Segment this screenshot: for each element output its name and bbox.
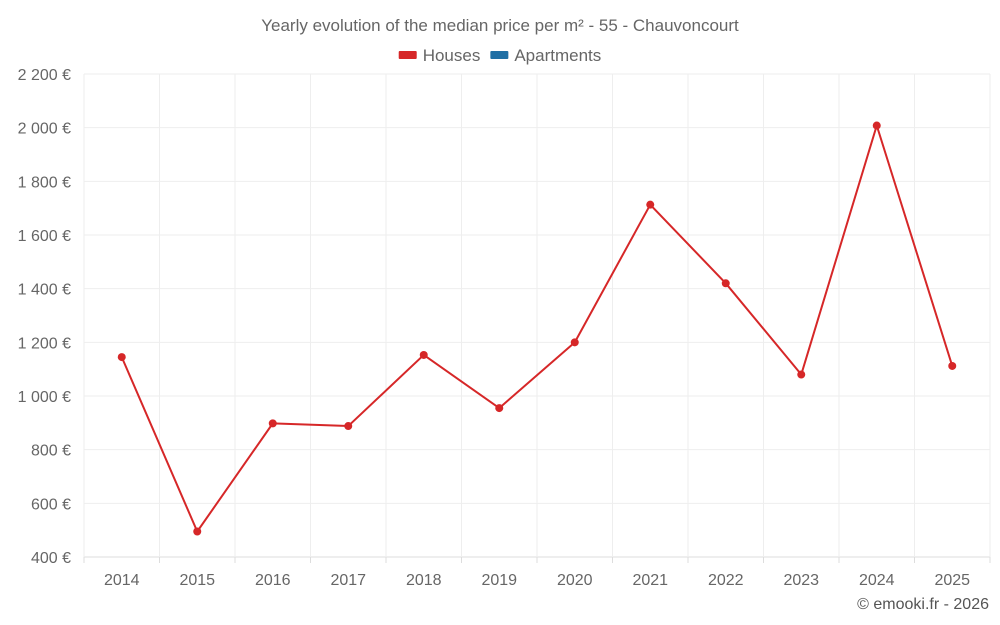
data-point[interactable] [117,353,126,362]
y-tick-label: 2 000 € [18,121,71,138]
data-point[interactable] [344,422,353,431]
x-axis: 2014 2015 2016 2017 2018 2019 2020 2021 2022 2023… [104,572,970,589]
x-tick-label: 2020 [557,572,593,589]
y-tick-label: 1 800 € [18,174,71,191]
x-tick-label: 2023 [783,572,819,589]
y-axis: 400 € 600 € 800 € 1 000 € 1 200 € 1 400 € 1 60… [18,67,71,567]
legend-label: Apartments [514,46,601,65]
data-point[interactable] [721,279,730,288]
x-tick-label: 2019 [481,572,517,589]
legend: Houses Apartments [398,46,601,65]
data-point[interactable] [570,338,579,347]
series-layer [117,121,957,536]
x-tick-label: 2014 [104,572,140,589]
data-point[interactable] [797,370,806,379]
y-tick-label: 2 200 € [18,67,71,84]
legend-swatch [490,51,509,59]
legend-item[interactable]: Houses [398,46,481,65]
y-tick-label: 400 € [31,550,71,567]
x-tick-label: 2021 [632,572,668,589]
y-tick-label: 800 € [31,443,71,460]
y-tick-label: 1 000 € [18,389,71,406]
x-tick-label: 2024 [859,572,895,589]
data-point[interactable] [193,527,202,536]
y-tick-label: 1 200 € [18,335,71,352]
chart-title: Yearly evolution of the median price per… [261,16,739,35]
data-point[interactable] [646,200,655,209]
data-point[interactable] [268,419,277,428]
credit-text: © emooki.fr - 2026 [857,596,989,613]
x-tick-label: 2018 [406,572,442,589]
grid [83,73,991,563]
legend-item[interactable]: Apartments [490,46,601,65]
data-point[interactable] [872,121,881,130]
y-tick-label: 1 600 € [18,228,71,245]
data-point[interactable] [419,350,428,359]
data-point[interactable] [948,361,957,370]
y-tick-label: 1 400 € [18,282,71,299]
x-tick-label: 2015 [179,572,215,589]
legend-swatch [398,51,417,59]
x-tick-label: 2017 [330,572,366,589]
data-point[interactable] [495,404,504,413]
series-line [120,124,954,533]
y-tick-label: 600 € [31,496,71,513]
x-tick-label: 2016 [255,572,291,589]
x-tick-label: 2025 [934,572,970,589]
x-tick-label: 2022 [708,572,744,589]
legend-label: Houses [423,46,481,65]
